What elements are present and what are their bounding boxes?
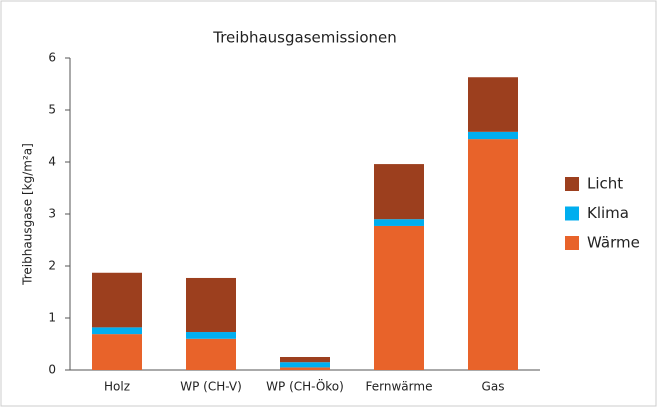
- y-tick-label: 4: [48, 155, 56, 169]
- legend-label: Klima: [587, 204, 629, 222]
- y-tick-label: 0: [48, 363, 56, 377]
- bar-segment: [374, 219, 424, 226]
- bar-segment: [468, 131, 518, 140]
- x-tick-label: WP (CH-V): [180, 380, 242, 394]
- y-tick-label: 6: [48, 51, 56, 65]
- bar-segment: [280, 367, 330, 370]
- bar-segment: [374, 225, 424, 370]
- legend-label: Wärme: [587, 234, 640, 252]
- x-tick-label: WP (CH-Öko): [266, 378, 344, 394]
- legend-swatch: [565, 236, 579, 250]
- bar-segment: [468, 139, 518, 370]
- bar-segment: [468, 77, 518, 132]
- x-tick-label: Fernwärme: [366, 380, 433, 394]
- bar-segment: [280, 362, 330, 368]
- bar-segment: [92, 272, 142, 328]
- bar-segment: [186, 277, 236, 333]
- x-tick-label: Gas: [482, 380, 505, 394]
- bar-segment: [280, 357, 330, 363]
- bar-segment: [186, 338, 236, 370]
- y-tick-label: 5: [48, 103, 56, 117]
- y-tick-label: 2: [48, 259, 56, 273]
- y-tick-label: 1: [48, 311, 56, 325]
- bar-segment: [374, 164, 424, 220]
- bar-segment: [186, 332, 236, 339]
- chart-title: Treibhausgasemissionen: [212, 29, 397, 47]
- y-axis-label: Treibhausgase [kg/m²a]: [21, 143, 35, 286]
- y-tick-label: 3: [48, 207, 56, 221]
- bar-segment: [92, 334, 142, 370]
- legend-swatch: [565, 206, 579, 221]
- legend-label: Licht: [587, 175, 623, 193]
- bar-segment: [92, 327, 142, 335]
- legend-swatch: [565, 177, 579, 191]
- x-tick-label: Holz: [104, 380, 130, 394]
